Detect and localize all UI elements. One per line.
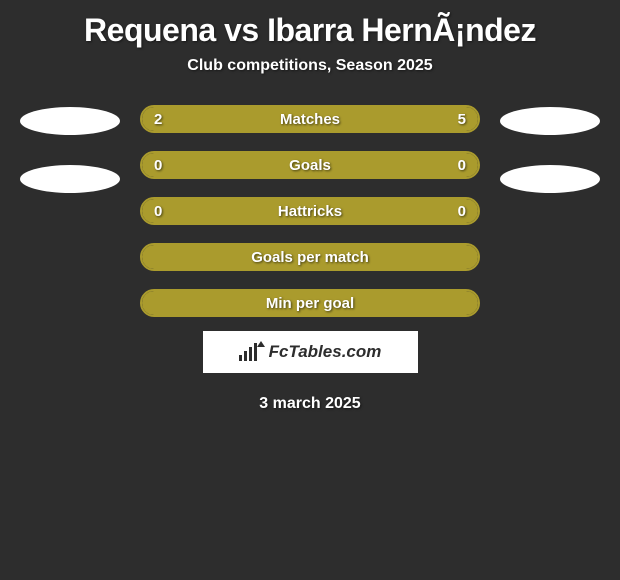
player-avatar-left [20, 165, 120, 193]
stat-bars-column: 25Matches 00Goals 00Hattricks Goals per mat… [140, 105, 480, 317]
comparison-title: Requena vs Ibarra HernÃ¡ndez [10, 0, 610, 57]
stat-bar-min-per-goal: Min per goal [140, 289, 480, 317]
player-avatar-left [20, 107, 120, 135]
player-avatar-right [500, 107, 600, 135]
comparison-subtitle: Club competitions, Season 2025 [10, 57, 610, 105]
stat-label: Goals per match [142, 249, 478, 266]
bar-chart-icon [239, 343, 265, 361]
stats-wrapper: 25Matches 00Goals 00Hattricks Goals per mat… [10, 105, 610, 317]
stat-bar-matches: 25Matches [140, 105, 480, 133]
stat-bar-goals-per-match: Goals per match [140, 243, 480, 271]
fctables-logo: FcTables.com [203, 331, 418, 373]
logo-text: FcTables.com [269, 342, 382, 362]
stat-label: Hattricks [142, 203, 478, 220]
date-label: 3 march 2025 [10, 395, 610, 413]
left-avatar-column [20, 105, 120, 193]
stat-label: Goals [142, 157, 478, 174]
stat-bar-goals: 00Goals [140, 151, 480, 179]
player-avatar-right [500, 165, 600, 193]
stat-label: Min per goal [142, 295, 478, 312]
right-avatar-column [500, 105, 600, 193]
stat-bar-hattricks: 00Hattricks [140, 197, 480, 225]
stat-label: Matches [142, 111, 478, 128]
